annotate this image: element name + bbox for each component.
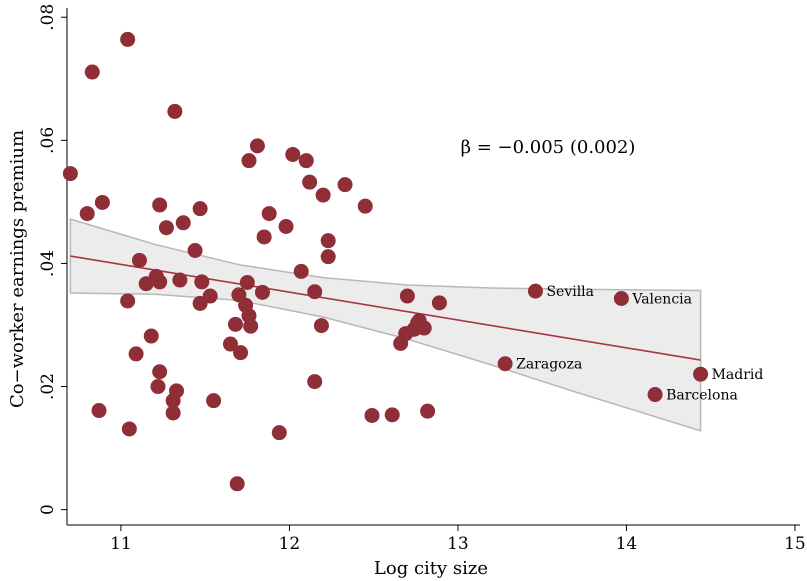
data-point xyxy=(222,336,238,352)
data-point xyxy=(192,201,208,217)
data-point xyxy=(293,263,309,279)
data-point xyxy=(158,220,174,236)
x-tick-label: 12 xyxy=(279,534,301,554)
data-point xyxy=(202,288,218,304)
data-point xyxy=(187,242,203,258)
data-point xyxy=(243,318,259,334)
data-point xyxy=(261,206,277,222)
x-tick-label: 15 xyxy=(784,534,806,554)
points-layer xyxy=(62,31,709,492)
data-point xyxy=(416,320,432,336)
data-point xyxy=(150,379,166,395)
data-point xyxy=(84,64,100,80)
data-point xyxy=(278,218,294,234)
data-point xyxy=(206,393,222,409)
data-point xyxy=(357,198,373,214)
data-point xyxy=(431,295,447,311)
data-point xyxy=(285,146,301,162)
data-point xyxy=(121,421,137,437)
point-label: Zaragoza xyxy=(516,357,582,373)
data-point xyxy=(364,407,380,423)
data-point xyxy=(313,318,329,334)
data-point xyxy=(307,284,323,300)
data-point xyxy=(527,283,543,299)
data-point xyxy=(228,316,244,332)
data-point xyxy=(91,403,107,419)
y-tick-label: .04 xyxy=(38,250,58,277)
data-point xyxy=(384,407,400,423)
data-point xyxy=(120,31,136,47)
data-point xyxy=(165,405,181,421)
data-point xyxy=(302,174,318,190)
data-point xyxy=(233,345,249,361)
point-label: Valencia xyxy=(631,292,692,308)
fit-line-layer xyxy=(70,255,701,361)
data-point xyxy=(693,366,709,382)
data-point xyxy=(152,364,168,380)
data-point xyxy=(256,229,272,245)
data-point xyxy=(497,356,513,372)
data-point xyxy=(167,103,183,119)
point-labels-layer: Sevilla Valencia Zaragoza Madrid Barcelona xyxy=(516,284,763,403)
data-point xyxy=(94,194,110,210)
data-point xyxy=(249,138,265,154)
data-point xyxy=(320,249,336,265)
beta-annotation: β = −0.005 (0.002) xyxy=(461,137,636,158)
data-point xyxy=(315,187,331,203)
data-point xyxy=(420,403,436,419)
y-tick-label: 0 xyxy=(38,504,58,515)
data-point xyxy=(175,215,191,231)
data-point xyxy=(647,387,663,403)
data-point xyxy=(172,272,188,288)
data-point xyxy=(298,153,314,169)
data-point xyxy=(613,291,629,307)
data-point xyxy=(79,206,95,222)
data-point xyxy=(131,252,147,268)
x-tick-label: 11 xyxy=(110,534,132,554)
point-label: Madrid xyxy=(712,367,764,383)
data-point xyxy=(229,476,245,492)
data-point xyxy=(62,166,78,182)
point-label: Sevilla xyxy=(546,284,594,300)
y-tick-label: .02 xyxy=(38,373,58,400)
y-axis-title: Co−worker earnings premium xyxy=(7,130,28,408)
data-point xyxy=(307,374,323,390)
y-tick-label: .08 xyxy=(38,4,58,31)
data-point xyxy=(152,274,168,290)
data-point xyxy=(194,274,210,290)
data-point xyxy=(169,383,185,399)
data-point xyxy=(120,293,136,309)
x-tick-label: 14 xyxy=(616,534,638,554)
data-point xyxy=(399,288,415,304)
data-point xyxy=(239,275,255,291)
data-point xyxy=(128,346,144,362)
data-point xyxy=(254,284,270,300)
data-point xyxy=(152,197,168,213)
data-point xyxy=(241,153,257,169)
data-point xyxy=(320,233,336,249)
data-point xyxy=(143,328,159,344)
data-point xyxy=(337,177,353,193)
data-point xyxy=(271,425,287,441)
fit-line xyxy=(70,255,701,361)
y-tick-label: .06 xyxy=(38,127,58,154)
x-tick-label: 13 xyxy=(447,534,469,554)
x-axis-title: Log city size xyxy=(374,558,488,579)
axes-layer: 0 .02 .04 .06 .08 11 12 13 14 15 xyxy=(38,4,806,554)
point-label: Barcelona xyxy=(666,388,738,404)
